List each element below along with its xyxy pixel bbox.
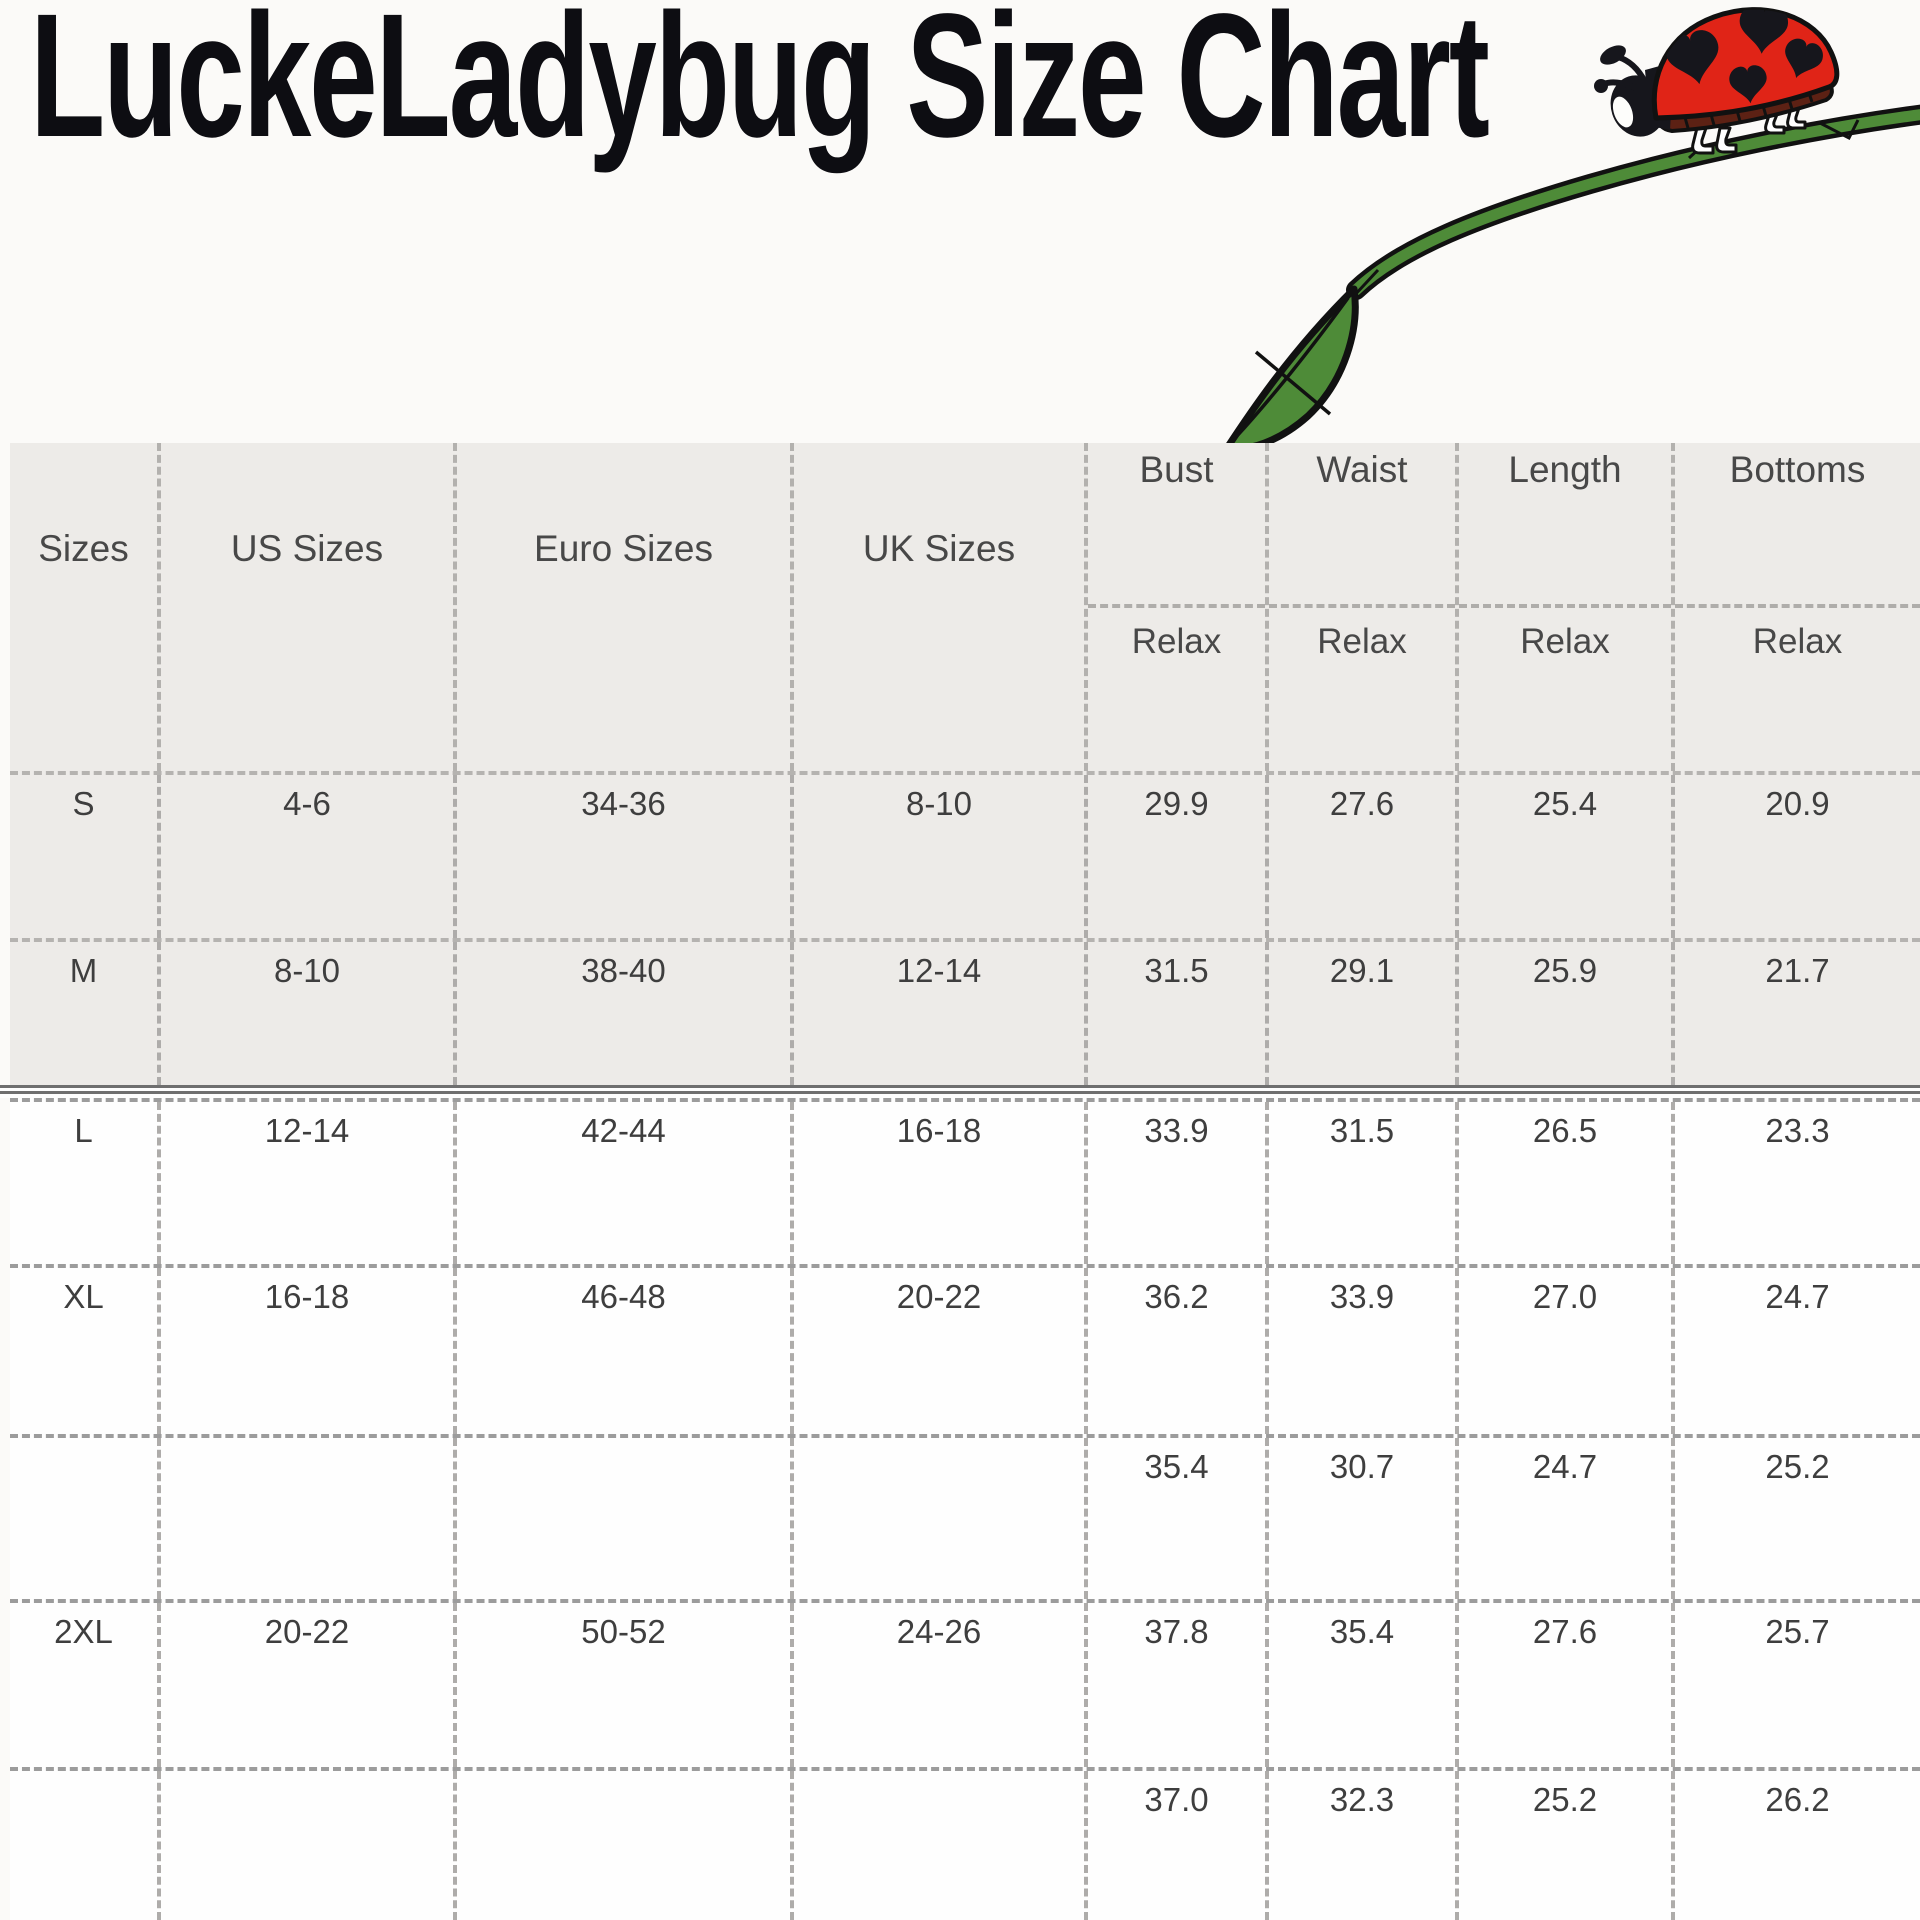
cell-bottoms: 24.7 bbox=[1671, 1268, 1920, 1434]
cell-uk: 8-10 bbox=[790, 775, 1084, 938]
antenna-icon bbox=[1615, 54, 1648, 85]
cell-us: 16-18 bbox=[157, 1268, 453, 1434]
table-row: S 4-6 34-36 8-10 29.9 27.6 25.4 20.9 bbox=[10, 771, 1920, 938]
cell-us bbox=[157, 1771, 453, 1920]
cell-bust: 37.8 bbox=[1084, 1603, 1265, 1767]
size-chart-table: Sizes US Sizes Euro Sizes UK Sizes Bust … bbox=[0, 443, 1920, 1920]
measure-label: Bottoms bbox=[1729, 449, 1866, 490]
section-divider bbox=[0, 1085, 1920, 1098]
cell-euro: 46-48 bbox=[453, 1268, 790, 1434]
measure-label: Waist bbox=[1316, 449, 1408, 490]
table-row: 35.4 30.7 24.7 25.2 bbox=[10, 1434, 1920, 1599]
cell-euro bbox=[453, 1771, 790, 1920]
cell-bust: 29.9 bbox=[1084, 775, 1265, 938]
table-header: Sizes US Sizes Euro Sizes UK Sizes Bust … bbox=[10, 443, 1920, 771]
leaf bbox=[1223, 285, 1359, 453]
cell-length: 25.2 bbox=[1455, 1771, 1671, 1920]
cell-size: L bbox=[74, 1112, 93, 1149]
col-header-euro-sizes: Euro Sizes bbox=[453, 443, 790, 771]
cell-waist: 30.7 bbox=[1265, 1438, 1455, 1599]
cell-waist: 35.4 bbox=[1265, 1603, 1455, 1767]
cell-euro bbox=[453, 1438, 790, 1599]
measure-label: Length bbox=[1508, 449, 1622, 490]
cell-bust: 37.0 bbox=[1084, 1771, 1265, 1920]
cell-euro: 38-40 bbox=[453, 942, 790, 1085]
measure-fit-type: Relax bbox=[1459, 604, 1671, 771]
cell-bust: 35.4 bbox=[1084, 1438, 1265, 1599]
cell-us: 20-22 bbox=[157, 1603, 453, 1767]
cell-length: 26.5 bbox=[1455, 1102, 1671, 1264]
cell-size: M bbox=[69, 952, 98, 989]
col-header-us-sizes: US Sizes bbox=[157, 443, 453, 771]
measure-fit-type: Relax bbox=[1675, 604, 1920, 771]
cell-length: 25.9 bbox=[1455, 942, 1671, 1085]
ladybug bbox=[1594, 7, 1840, 155]
cell-bust: 31.5 bbox=[1084, 942, 1265, 1085]
cell-us: 12-14 bbox=[157, 1102, 453, 1264]
cell-size bbox=[10, 1438, 157, 1599]
table-row: XL 16-18 46-48 20-22 36.2 33.9 27.0 24.7 bbox=[10, 1264, 1920, 1434]
cell-size: 2XL bbox=[54, 1613, 113, 1650]
table-row: M 8-10 38-40 12-14 31.5 29.1 25.9 21.7 bbox=[10, 938, 1920, 1085]
col-header-length: Length Relax bbox=[1455, 443, 1671, 771]
cell-bust: 33.9 bbox=[1084, 1102, 1265, 1264]
cell-size bbox=[10, 1771, 157, 1920]
table-row: L 12-14 42-44 16-18 33.9 31.5 26.5 23.3 bbox=[10, 1098, 1920, 1264]
ladybug-body bbox=[1651, 7, 1840, 121]
cell-bottoms: 26.2 bbox=[1671, 1771, 1920, 1920]
cell-us: 8-10 bbox=[157, 942, 453, 1085]
cell-uk: 20-22 bbox=[790, 1268, 1084, 1434]
cell-euro: 34-36 bbox=[453, 775, 790, 938]
cell-bottoms: 25.2 bbox=[1671, 1438, 1920, 1599]
cell-us bbox=[157, 1438, 453, 1599]
table-row: 2XL 20-22 50-52 24-26 37.8 35.4 27.6 25.… bbox=[10, 1599, 1920, 1767]
page-title: LuckeLadybug Size Chart bbox=[30, 0, 1490, 174]
cell-bottoms: 21.7 bbox=[1671, 942, 1920, 1085]
cell-uk bbox=[790, 1438, 1084, 1599]
cell-size: XL bbox=[63, 1278, 104, 1315]
cell-bottoms: 23.3 bbox=[1671, 1102, 1920, 1264]
col-header-sizes: Sizes bbox=[38, 528, 129, 569]
cell-length: 24.7 bbox=[1455, 1438, 1671, 1599]
cell-bust: 36.2 bbox=[1084, 1268, 1265, 1434]
measure-label: Bust bbox=[1139, 449, 1214, 490]
cell-waist: 31.5 bbox=[1265, 1102, 1455, 1264]
col-header-waist: Waist Relax bbox=[1265, 443, 1455, 771]
cell-euro: 50-52 bbox=[453, 1603, 790, 1767]
cell-waist: 33.9 bbox=[1265, 1268, 1455, 1434]
cell-waist: 32.3 bbox=[1265, 1771, 1455, 1920]
measure-fit-type: Relax bbox=[1088, 604, 1265, 771]
cell-uk: 24-26 bbox=[790, 1603, 1084, 1767]
cell-uk: 16-18 bbox=[790, 1102, 1084, 1264]
cell-uk: 12-14 bbox=[790, 942, 1084, 1085]
cell-waist: 29.1 bbox=[1265, 942, 1455, 1085]
cell-us: 4-6 bbox=[157, 775, 453, 938]
antenna-icon bbox=[1601, 79, 1643, 93]
cell-waist: 27.6 bbox=[1265, 775, 1455, 938]
cell-length: 27.6 bbox=[1455, 1603, 1671, 1767]
cell-bottoms: 25.7 bbox=[1671, 1603, 1920, 1767]
cell-bottoms: 20.9 bbox=[1671, 775, 1920, 938]
ladybug-belly bbox=[1656, 81, 1834, 133]
col-header-bottoms: Bottoms Relax bbox=[1671, 443, 1920, 771]
heart-spots bbox=[1665, 9, 1823, 104]
table-row: 37.0 32.3 25.2 26.2 bbox=[10, 1767, 1920, 1920]
cell-uk bbox=[790, 1771, 1084, 1920]
ladybug-eye bbox=[1612, 96, 1634, 128]
cell-euro: 42-44 bbox=[453, 1102, 790, 1264]
col-header-bust: Bust Relax bbox=[1084, 443, 1265, 771]
ladybug-head bbox=[1594, 45, 1674, 137]
ladybug-legs bbox=[1691, 106, 1807, 155]
col-header-uk-sizes: UK Sizes bbox=[790, 443, 1084, 771]
measure-fit-type: Relax bbox=[1269, 604, 1455, 771]
cell-length: 27.0 bbox=[1455, 1268, 1671, 1434]
cell-length: 25.4 bbox=[1455, 775, 1671, 938]
cell-size: S bbox=[72, 785, 95, 822]
